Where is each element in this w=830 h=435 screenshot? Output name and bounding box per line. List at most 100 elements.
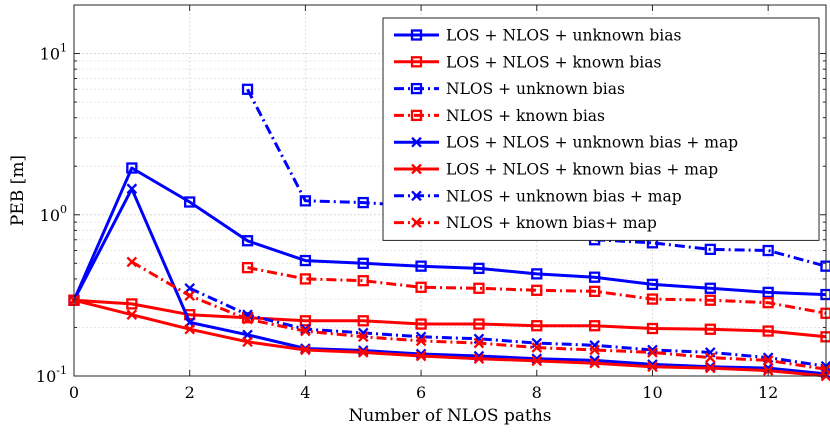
x-tick-label: 2 bbox=[185, 383, 195, 402]
series-line bbox=[73, 298, 827, 339]
data-point bbox=[184, 323, 196, 335]
data-point bbox=[415, 318, 427, 330]
legend-label: NLOS + unknown bias bbox=[446, 80, 625, 98]
y-tick-base: 10 bbox=[40, 45, 60, 64]
legend-box bbox=[382, 17, 820, 241]
legend-label: LOS + NLOS + known bias bbox=[446, 53, 661, 71]
x-tick-label: 6 bbox=[416, 383, 426, 402]
data-point bbox=[126, 256, 138, 268]
data-point bbox=[588, 271, 601, 283]
data-point bbox=[704, 323, 716, 335]
data-point bbox=[357, 347, 369, 358]
data-point bbox=[704, 294, 716, 306]
data-point bbox=[588, 285, 601, 297]
data-point bbox=[704, 282, 716, 294]
legend-swatch-marker bbox=[410, 109, 423, 122]
data-point bbox=[184, 196, 196, 208]
data-point bbox=[126, 298, 138, 310]
legend-swatch-marker bbox=[411, 136, 422, 148]
data-point bbox=[588, 320, 601, 332]
y-tick-base: 10 bbox=[36, 367, 56, 386]
data-point bbox=[762, 297, 774, 309]
data-point bbox=[589, 344, 600, 356]
data-point bbox=[184, 290, 196, 301]
data-point bbox=[299, 195, 312, 207]
legend-entry: NLOS + unknown bias bbox=[394, 80, 625, 98]
data-point bbox=[762, 244, 774, 257]
legend-label: NLOS + unknown bias + map bbox=[446, 187, 682, 205]
legend-swatch-marker bbox=[411, 163, 422, 175]
y-tick-label: 101 bbox=[40, 42, 67, 64]
legend-label: LOS + NLOS + known bias + map bbox=[446, 161, 718, 179]
data-point bbox=[531, 284, 543, 296]
data-point bbox=[473, 353, 485, 365]
data-point bbox=[473, 262, 485, 275]
legend-swatch-marker bbox=[411, 217, 422, 228]
data-point bbox=[357, 315, 369, 327]
data-point bbox=[241, 261, 254, 274]
x-tick-label: 4 bbox=[300, 383, 310, 402]
data-point bbox=[704, 362, 716, 374]
data-point bbox=[762, 355, 774, 366]
data-point bbox=[762, 286, 774, 299]
data-point bbox=[647, 347, 658, 358]
legend-swatch-marker bbox=[410, 29, 423, 41]
legend-label: LOS + NLOS + unknown bias bbox=[446, 27, 681, 45]
data-point bbox=[646, 322, 659, 335]
y-tick-exponent: 1 bbox=[60, 42, 67, 55]
legend-entry: NLOS + unknown bias + map bbox=[394, 187, 682, 205]
data-point bbox=[589, 357, 600, 369]
y-tick-exponent: 0 bbox=[60, 203, 67, 216]
x-tick-label: 0 bbox=[69, 383, 79, 402]
data-point bbox=[300, 325, 311, 337]
data-point bbox=[357, 275, 369, 287]
data-point bbox=[241, 235, 254, 247]
data-point bbox=[357, 196, 369, 209]
data-point bbox=[473, 318, 485, 330]
legend-entry: NLOS + known bias bbox=[394, 107, 605, 125]
data-point bbox=[473, 282, 485, 294]
legend-entry: LOS + NLOS + unknown bias + map bbox=[394, 134, 738, 152]
x-axis-label: Number of NLOS paths bbox=[348, 406, 551, 426]
data-point bbox=[762, 325, 774, 337]
data-point bbox=[415, 281, 427, 293]
data-point bbox=[299, 254, 312, 267]
data-point bbox=[704, 243, 716, 256]
series-0 bbox=[68, 162, 830, 306]
legend: LOS + NLOS + unknown bias LOS + NLOS + kn… bbox=[382, 17, 820, 241]
series-7 bbox=[126, 256, 830, 375]
data-point bbox=[126, 309, 138, 321]
legend-entry: LOS + NLOS + known bias + map bbox=[394, 161, 718, 179]
data-point bbox=[300, 344, 311, 356]
y-tick-label: 100 bbox=[40, 203, 67, 225]
legend-entry: LOS + NLOS + unknown bias bbox=[394, 27, 681, 45]
legend-swatch-marker bbox=[410, 82, 423, 95]
data-point bbox=[357, 257, 369, 269]
x-tick-label: 12 bbox=[758, 383, 778, 402]
plot-frame bbox=[73, 4, 827, 377]
x-tick-label: 10 bbox=[642, 383, 662, 402]
legend-label: NLOS + known bias+ map bbox=[446, 214, 657, 232]
series-line bbox=[247, 266, 827, 315]
y-axis-label: PEB [m] bbox=[8, 155, 28, 226]
data-point bbox=[531, 268, 543, 280]
legend-label: NLOS + known bias bbox=[446, 107, 605, 125]
data-point bbox=[531, 355, 543, 367]
data-point bbox=[473, 337, 485, 349]
y-tick-exponent: -1 bbox=[56, 364, 67, 377]
data-point bbox=[531, 320, 543, 332]
data-point bbox=[646, 278, 659, 291]
data-point bbox=[704, 352, 716, 363]
data-point bbox=[646, 293, 659, 305]
data-point bbox=[126, 162, 138, 174]
legend-swatch-marker bbox=[410, 56, 423, 68]
data-point bbox=[300, 323, 311, 335]
legend-entry: LOS + NLOS + known bias bbox=[394, 53, 661, 71]
data-point bbox=[357, 331, 369, 343]
data-point bbox=[415, 350, 427, 362]
data-point bbox=[126, 183, 138, 195]
data-point bbox=[242, 336, 253, 348]
data-point bbox=[242, 313, 253, 325]
